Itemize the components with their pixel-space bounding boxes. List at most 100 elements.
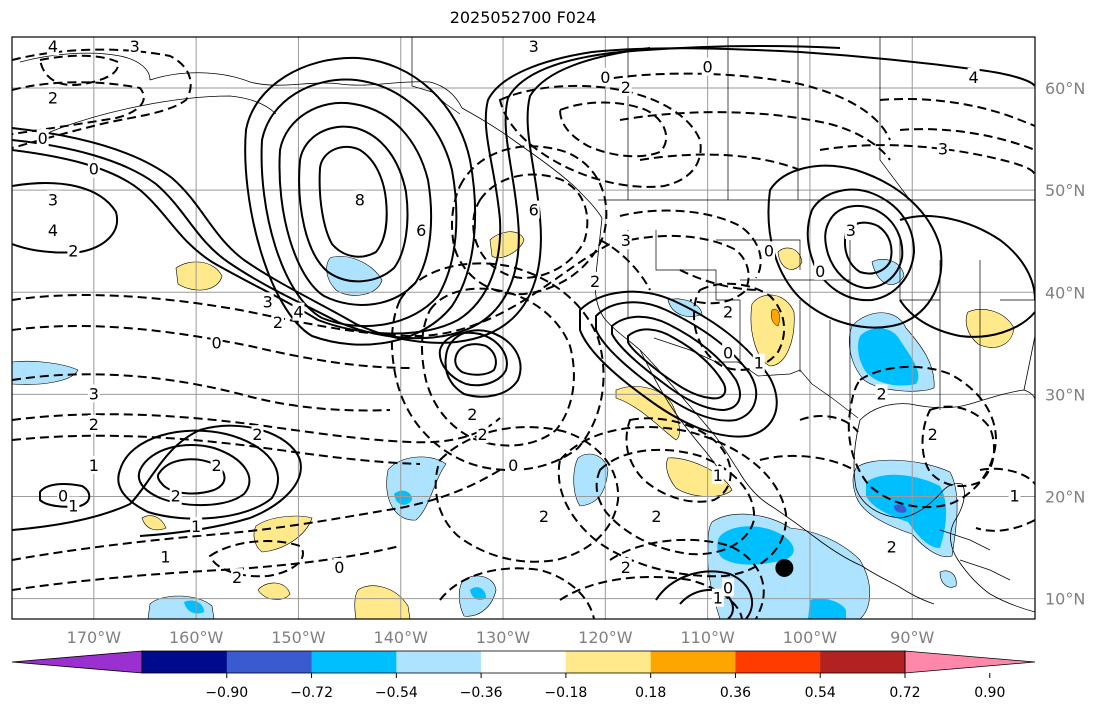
contour-line (498, 84, 702, 188)
contour-label-bg (46, 37, 59, 56)
colorbar-bin (311, 651, 397, 673)
contour-line (12, 81, 145, 135)
contour-label: 6 (529, 201, 539, 220)
contour-line (627, 328, 727, 400)
contour-line (619, 111, 891, 161)
contour-label-bg (711, 466, 724, 485)
contour-line (298, 125, 409, 283)
contour-line (208, 540, 304, 578)
contour-line (609, 538, 765, 619)
contour-line (318, 145, 388, 258)
lat-tick-label: 20°N (1045, 487, 1085, 506)
shade-region (175, 261, 223, 291)
shade-region (771, 308, 780, 327)
contour-label: 1 (89, 456, 99, 475)
contour-label: 2 (621, 78, 631, 97)
contour-label: 0 (723, 578, 733, 597)
contour-line (767, 164, 943, 329)
shade-region (573, 453, 609, 507)
contour-line (12, 413, 501, 444)
shade-region (894, 504, 907, 513)
contour-label-bg (537, 506, 550, 525)
lat-tick-label: 60°N (1045, 79, 1085, 98)
contour-label: 2 (89, 415, 99, 434)
contour-label: 0 (89, 160, 99, 179)
contour-label-bg (333, 557, 346, 576)
contour-line (434, 426, 620, 563)
lon-tick-label: 160°W (169, 628, 224, 647)
contour-label-bg (128, 37, 141, 56)
shade-region (871, 259, 905, 285)
lon-tick-label: 120°W (578, 628, 633, 647)
contour-label: 0 (764, 241, 774, 260)
contour-label-bg (87, 415, 100, 433)
coastlines (19, 52, 1035, 613)
contour-line (899, 215, 1035, 338)
contour-label-bg (527, 200, 540, 219)
contour-line (12, 182, 119, 254)
contour-label-bg (231, 568, 244, 587)
coastline-west-us (594, 217, 935, 605)
colorbar-frame (141, 650, 906, 674)
contour-label: 1 (754, 354, 764, 373)
contour-line (278, 101, 433, 306)
contour-line (558, 101, 668, 158)
colorbar-bin (481, 651, 567, 673)
contour-line (975, 467, 1035, 532)
contour-label: 3 (48, 190, 58, 209)
contour-label-bg (619, 231, 632, 250)
lon-tick-label: 170°W (67, 628, 122, 647)
contour-line (472, 173, 589, 280)
lat-tick-label: 30°N (1045, 385, 1085, 404)
coastline-alaska (149, 72, 603, 219)
coastline-bering (19, 52, 151, 81)
contour-label: 4 (48, 37, 58, 56)
contour-label-bg (46, 190, 59, 209)
contour-label-bg (190, 517, 203, 536)
contour-label: 3 (89, 384, 99, 403)
contour-line (12, 47, 1035, 335)
colorbar-bin (226, 651, 313, 673)
contour-label-bg (844, 221, 857, 239)
contour-line (921, 405, 996, 488)
contour-label-bg (527, 37, 540, 56)
contour-label: 2 (928, 425, 938, 444)
contour-label-bg (466, 404, 479, 423)
contour-label-bg (271, 312, 284, 331)
contour-line (599, 72, 891, 141)
contour-label-bg (814, 261, 827, 280)
shade-region (965, 309, 1015, 348)
contour-label: 1 (160, 548, 170, 567)
contour-label-bg (169, 486, 182, 505)
colorbar-extend-low (11, 650, 143, 674)
contour-label: 1 (191, 517, 201, 536)
contour-label-bg (87, 455, 100, 474)
lon-tick-label: 150°W (271, 628, 326, 647)
coastline-baja (639, 349, 725, 481)
contour-line (639, 144, 1035, 177)
contour-line (847, 365, 998, 508)
contour-label-bg (46, 221, 59, 239)
lon-tick-label: 90°W (890, 628, 934, 647)
contour-label: 2 (590, 272, 600, 291)
contour-label-bg (701, 57, 714, 76)
contour-label: 0 (600, 68, 610, 87)
contour-line (451, 145, 608, 296)
contour-line (595, 301, 758, 422)
contour-label: 2 (232, 568, 242, 587)
lon-tick-label: 110°W (680, 628, 735, 647)
contour-line (806, 188, 916, 302)
contour-label-bg (210, 455, 223, 474)
shade-region (858, 328, 919, 386)
shade-region (257, 582, 291, 600)
shade-region (470, 587, 486, 600)
contour-label: 3 (846, 221, 856, 240)
contour-label: 2 (467, 405, 477, 424)
contour-line (595, 448, 756, 556)
colorbar-tick-label: −0.18 (544, 685, 587, 701)
contour-label-bg (875, 384, 888, 403)
coastline-gulf (859, 389, 1035, 421)
contour-label: 4 (48, 221, 58, 240)
contour-label: 2 (621, 558, 631, 577)
